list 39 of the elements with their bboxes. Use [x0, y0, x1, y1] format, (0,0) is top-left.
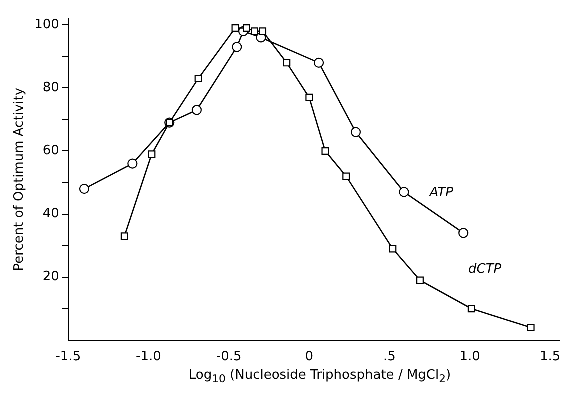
- point: [259, 28, 267, 36]
- point: [314, 58, 324, 68]
- point: [416, 276, 424, 284]
- point: [120, 232, 128, 240]
- x-tick-label: .5: [384, 350, 396, 365]
- series-label: ATP: [428, 186, 454, 201]
- point: [251, 28, 258, 36]
- x-tick-label: 0: [305, 350, 314, 365]
- text: dCTP: [468, 262, 502, 278]
- y-tick-label: 20: [42, 270, 60, 285]
- point: [527, 324, 535, 332]
- y-tick-label: 40: [42, 206, 60, 222]
- x-tick-label: -0.5: [216, 350, 242, 365]
- point: [350, 127, 362, 138]
- point: [232, 42, 242, 52]
- point: [243, 24, 250, 32]
- point: [458, 228, 469, 238]
- point: [389, 245, 397, 253]
- point: [128, 158, 138, 169]
- y-tick-label: 60: [42, 144, 60, 159]
- point: [468, 305, 476, 313]
- y-tick-label: 100: [34, 17, 60, 32]
- x-tick-label: 1.0: [460, 350, 480, 365]
- x-tick-label: -1.5: [56, 350, 82, 365]
- point: [148, 150, 156, 158]
- point: [322, 147, 330, 155]
- x-tick-label: 1.5: [540, 350, 561, 365]
- point: [399, 187, 410, 198]
- point: [342, 172, 350, 180]
- point: [79, 184, 90, 194]
- point: [306, 94, 314, 102]
- point: [194, 74, 202, 82]
- point: [283, 59, 291, 67]
- y-tick-label: 80: [42, 80, 60, 96]
- point: [192, 105, 202, 116]
- x-tick-label: -1.0: [136, 350, 162, 365]
- point: [232, 24, 240, 32]
- x-axis-title: Log$_{10}$ (Nucleoside Triphosphate / MgCl$_{2}$): [188, 368, 452, 386]
- y-axis-title: Percent of Optimum Activity: [12, 88, 28, 272]
